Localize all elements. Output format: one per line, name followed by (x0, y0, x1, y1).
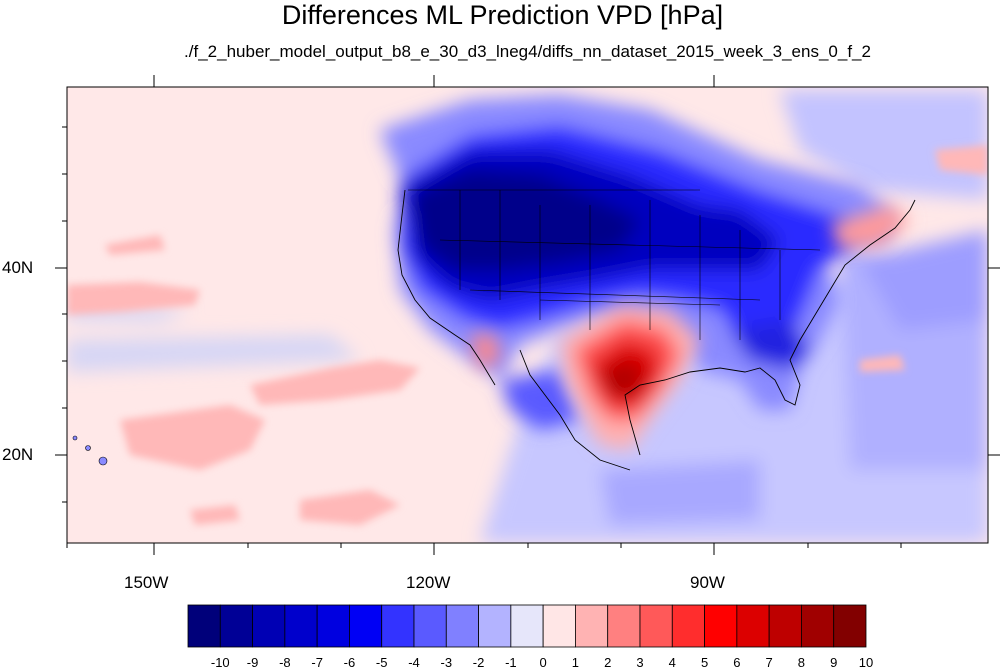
colorbar-label: 10 (858, 655, 874, 670)
colorbar-swatch (187, 604, 221, 648)
colorbar-swatch (381, 604, 415, 648)
contour-field (67, 87, 988, 543)
colorbar-label: 2 (604, 655, 612, 670)
lon-label-120w: 120W (406, 573, 451, 592)
colorbar-swatch (510, 604, 544, 648)
pacific-red-patches (67, 145, 988, 525)
colorbar-swatch (575, 604, 609, 648)
lat-label-20n: 20N (2, 445, 34, 464)
colorbar-label: -5 (375, 655, 388, 670)
colorbar-label: 9 (830, 655, 838, 670)
colorbar-label: -6 (343, 655, 356, 670)
colorbar-swatch (219, 604, 253, 648)
map-subtitle: ./f_2_huber_model_output_b8_e_30_d3_lneg… (184, 42, 871, 61)
colorbar-label: 8 (797, 655, 806, 670)
lon-label-90w: 90W (690, 573, 725, 592)
ocean-blue-areas (67, 90, 988, 543)
colorbar-label: -9 (246, 655, 259, 670)
colorbar-label: 7 (765, 655, 773, 670)
colorbar-label: -7 (311, 655, 323, 670)
land-cool-bias (380, 95, 890, 430)
axis-ticks (55, 75, 1000, 555)
colorbar-swatch (671, 604, 705, 648)
colorbar-label: -10 (210, 655, 230, 670)
colorbar-swatch (801, 604, 835, 648)
colorbar-swatch (768, 604, 802, 648)
colorbar-swatch (445, 604, 479, 648)
colorbar-swatch (542, 604, 576, 648)
colorbar-swatch (349, 604, 383, 648)
colorbar-label: 1 (571, 655, 580, 670)
coastline (397, 189, 916, 471)
colorbar-swatch (284, 604, 318, 648)
lat-label-40n: 40N (2, 258, 34, 277)
colorbar-label: -4 (408, 655, 420, 670)
colorbar-swatch (252, 604, 286, 648)
colorbar (187, 604, 867, 648)
colorbar-swatch (316, 604, 350, 648)
lon-label-150w: 150W (124, 573, 169, 592)
colorbar-label: 6 (733, 655, 741, 670)
colorbar-label: -2 (472, 655, 485, 670)
colorbar-swatch (736, 604, 770, 648)
colorbar-label: -8 (279, 655, 291, 670)
colorbar-swatch (704, 604, 738, 648)
colorbar-label: 0 (539, 655, 547, 670)
colorbar-label: -3 (440, 655, 453, 670)
state-borders (408, 189, 821, 340)
colorbar-label: 4 (668, 655, 676, 670)
colorbar-label: -1 (505, 655, 517, 670)
colorbar-swatch (413, 604, 447, 648)
colorbar-label: 3 (636, 655, 644, 670)
colorbar-label: 5 (700, 655, 709, 670)
hawaii-islands (72, 435, 108, 466)
colorbar-swatch (478, 604, 512, 648)
colorbar-swatch (639, 604, 673, 648)
land-warm-bias (470, 205, 910, 450)
colorbar-swatch (607, 604, 641, 648)
colorbar-swatch (833, 604, 867, 648)
map-title: Differences ML Prediction VPD [hPa] (281, 0, 724, 30)
